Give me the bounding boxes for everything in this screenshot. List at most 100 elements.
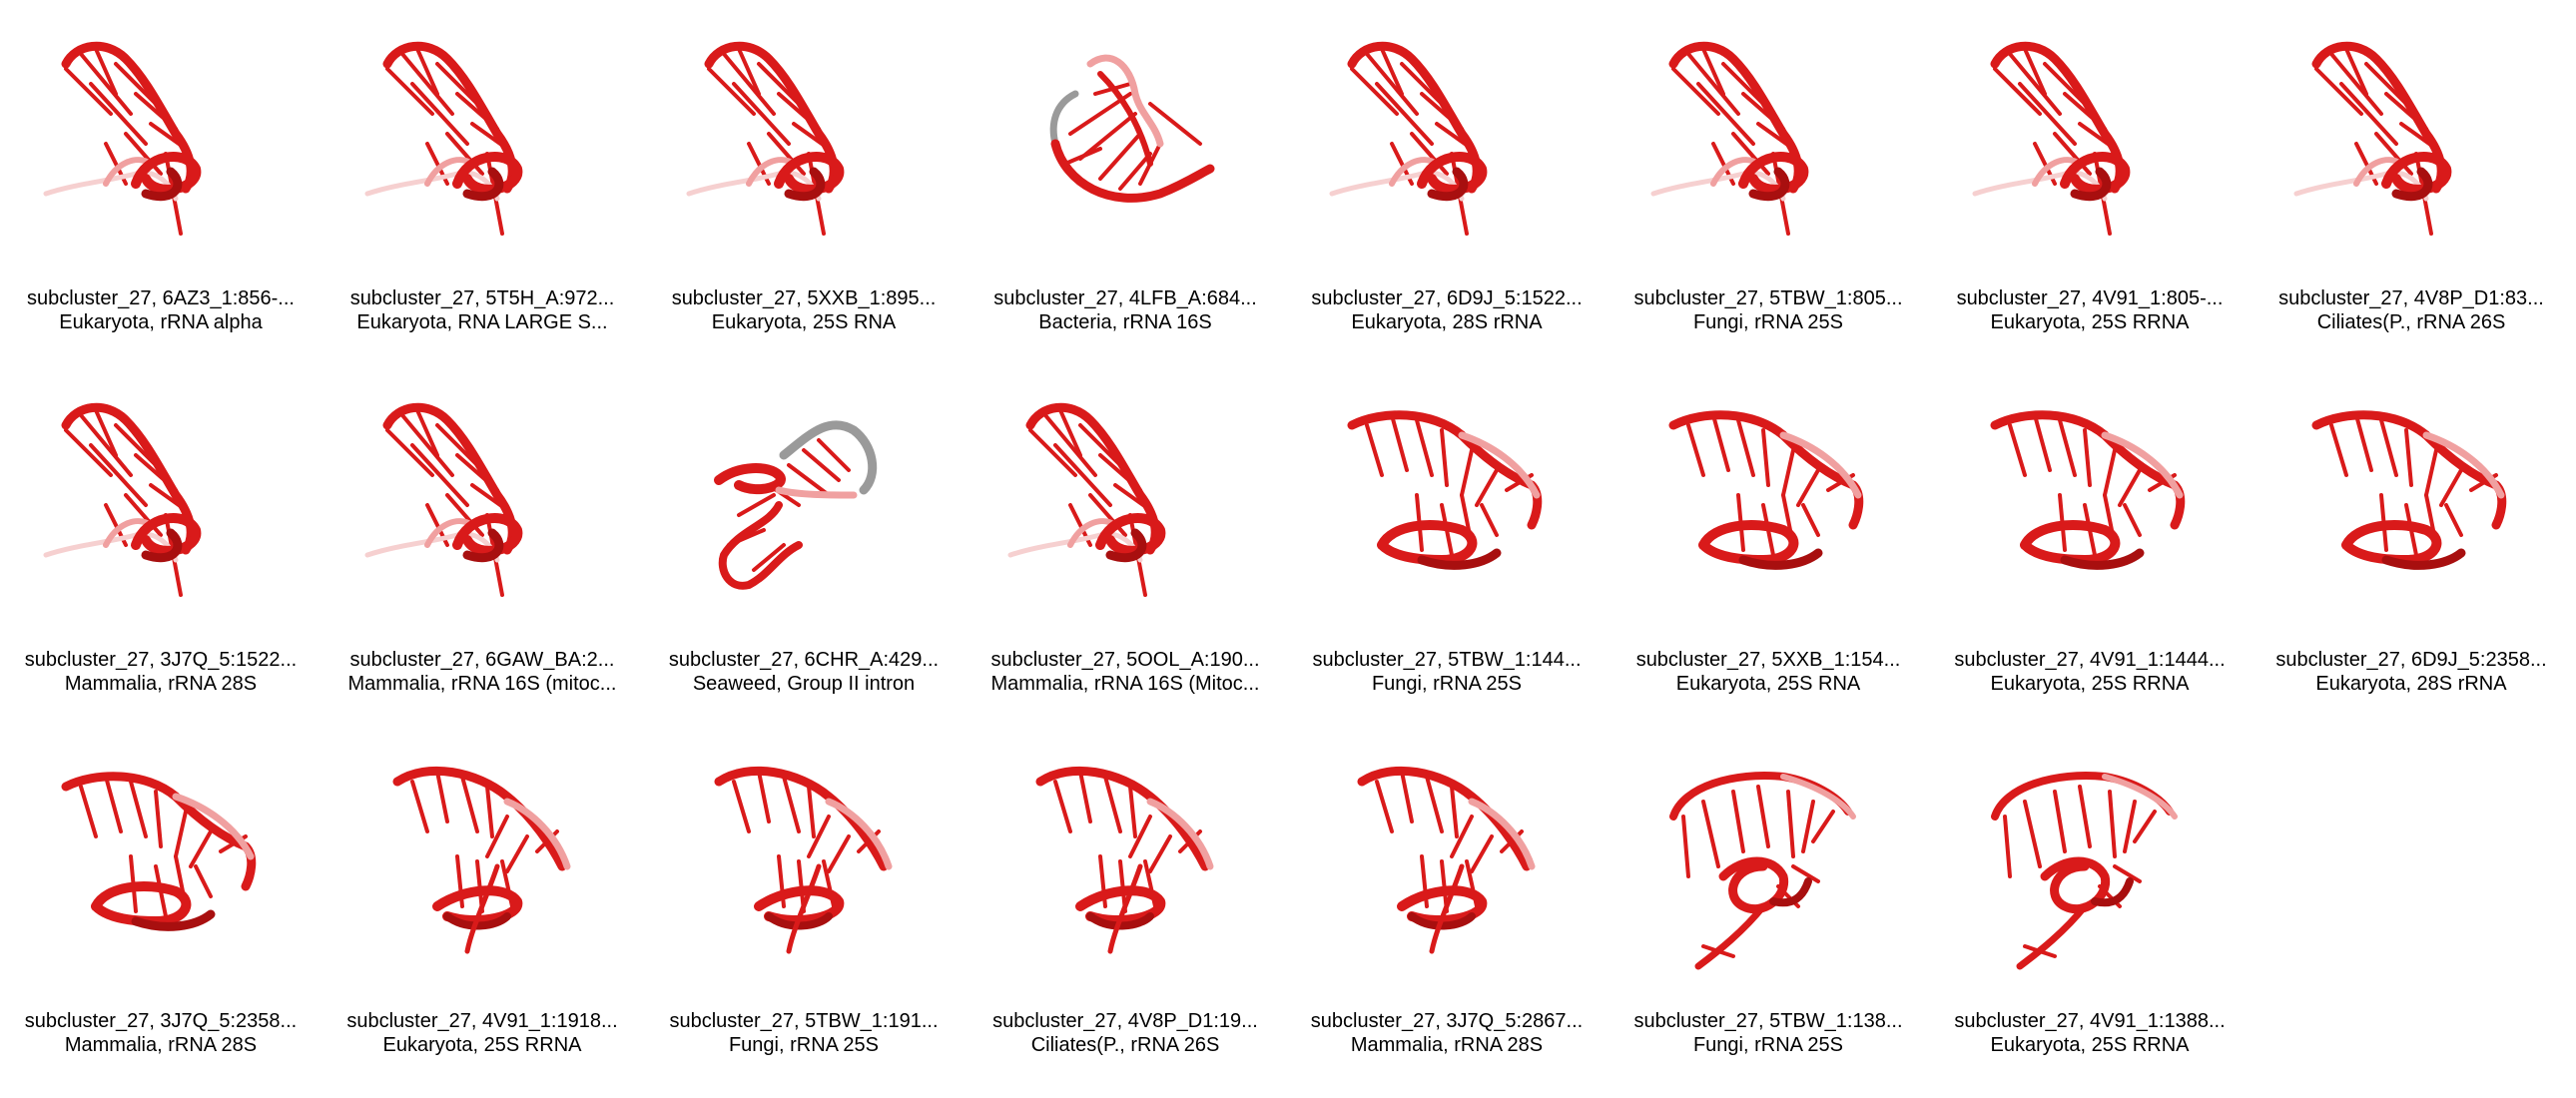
base-pair-rung — [2329, 52, 2383, 116]
base-pair-rung — [79, 785, 98, 838]
base-pair-rung — [707, 67, 756, 116]
panel-subtitle: Eukaryota, 28S rRNA — [2315, 673, 2507, 695]
base-pair-rung — [827, 834, 851, 873]
base-pair-rung — [2103, 448, 2117, 497]
panel-subtitle: Eukaryota, 25S RRNA — [1990, 1034, 2190, 1056]
backbone-strand — [1458, 431, 1541, 499]
panel-subtitle: Mammalia, rRNA 16S (mitoc... — [347, 673, 617, 695]
structure-panel: subcluster_27, 4V91_1:1388... Eukaryota, … — [1929, 723, 2251, 1084]
panel-title: subcluster_27, 4V8P_D1:19... — [992, 1010, 1258, 1032]
backbone-strand — [1694, 902, 1767, 970]
panel-subtitle: Ciliates(P., rRNA 26S — [1030, 1034, 1220, 1056]
base-pair-rung — [1701, 47, 1725, 96]
panel-title: subcluster_27, 5OOL_A:190... — [990, 649, 1260, 671]
backbone-strand — [1990, 41, 2125, 194]
base-pair-rung — [104, 775, 123, 833]
backbone-strand — [503, 798, 571, 870]
panel-subtitle: Eukaryota, 28S rRNA — [1351, 311, 1543, 333]
rna-structure-thumbnail — [714, 420, 878, 590]
base-pair-rung — [2108, 790, 2117, 858]
structure-panel: subcluster_27, 5T5H_A:972... Eukaryota, R… — [322, 0, 643, 361]
backbone-strand — [1718, 856, 1789, 914]
structure-panel: subcluster_27, 6AZ3_1:856-... Eukaryota, … — [0, 0, 322, 361]
backbone-strand — [714, 766, 889, 871]
base-pair-rung — [2083, 428, 2092, 487]
base-pair-rung — [732, 82, 791, 146]
backbone-strand — [779, 420, 878, 495]
base-pair-rung — [1365, 423, 1384, 477]
backbone-strand — [61, 772, 257, 891]
base-pair-rung — [732, 780, 751, 833]
base-pair-rung — [194, 864, 213, 898]
base-pair-rung — [400, 413, 454, 477]
panel-title: subcluster_27, 4V91_1:1388... — [1954, 1010, 2226, 1032]
backbone-strand — [1668, 41, 1803, 194]
backbone-strand — [61, 402, 196, 555]
structure-panel: subcluster_27, 4V91_1:805-... Eukaryota, … — [1929, 0, 2251, 361]
backbone-strand — [2422, 431, 2505, 499]
backbone-strand — [765, 912, 833, 930]
backbone-strand — [1095, 513, 1166, 556]
base-pair-rung — [189, 829, 213, 868]
base-pair-rung — [2023, 800, 2042, 868]
rna-structure-thumbnail — [2293, 41, 2452, 236]
backbone-strand — [2391, 167, 2433, 202]
structure-panel: subcluster_27, 6CHR_A:429... Seaweed, Gro… — [643, 361, 965, 723]
structure-panel: subcluster_27, 4V91_1:1918... Eukaryota, … — [322, 723, 643, 1084]
backbone-strand — [718, 501, 803, 590]
base-pair-rung — [410, 443, 469, 507]
base-pair-rung — [1475, 468, 1499, 507]
base-pair-rung — [2018, 82, 2077, 146]
base-pair-rung — [757, 770, 771, 824]
backbone-strand — [1417, 548, 1502, 570]
structure-panel: subcluster_27, 4LFB_A:684... Bacteria, rR… — [965, 0, 1286, 361]
base-pair-rung — [2123, 800, 2137, 853]
base-pair-rung — [1440, 428, 1449, 487]
base-pair-rung — [2053, 132, 2092, 176]
panel-title: subcluster_27, 3J7Q_5:1522... — [24, 649, 298, 671]
backbone-strand — [1347, 41, 1482, 194]
base-pair-rung — [385, 67, 434, 116]
base-pair-rung — [415, 47, 439, 96]
base-pair-rung — [1781, 448, 1795, 497]
panel-subtitle: Fungi, rRNA 25S — [728, 1034, 880, 1056]
base-pair-rung — [1736, 418, 1755, 477]
base-pair-rung — [2053, 790, 2067, 853]
base-pair-rung — [1470, 834, 1494, 873]
base-pair-rung — [1350, 67, 1399, 116]
backbone-strand — [2060, 548, 2145, 570]
backbone-strand — [91, 881, 192, 926]
base-pair-rung — [1053, 443, 1112, 507]
base-pair-rung — [400, 52, 454, 116]
panel-subtitle: Eukaryota, 25S RRNA — [1990, 311, 2190, 333]
backbone-strand — [1025, 402, 1160, 555]
backbone-strand — [1698, 520, 1799, 565]
backbone-strand — [2020, 520, 2121, 565]
backbone-strand — [2311, 410, 2507, 530]
panel-subtitle: Mammalia, rRNA 28S — [64, 1034, 258, 1056]
rna-structure-thumbnail — [1049, 54, 1215, 203]
panel-subtitle: Fungi, rRNA 25S — [1371, 673, 1523, 695]
base-pair-rung — [2033, 413, 2052, 472]
backbone-strand — [1738, 152, 1809, 195]
base-pair-rung — [2354, 413, 2373, 472]
panel-title: subcluster_27, 4V91_1:1918... — [346, 1010, 618, 1032]
backbone-strand — [1769, 877, 1812, 907]
base-pair-rung — [1098, 132, 1142, 181]
rna-structure-thumbnail — [1991, 772, 2178, 970]
backbone-strand — [1049, 90, 1079, 148]
base-pair-rung — [1380, 47, 1404, 96]
backbone-strand — [825, 798, 893, 870]
backbone-strand — [1105, 528, 1147, 563]
backbone-strand — [2381, 548, 2466, 570]
structure-panel: subcluster_27, 3J7Q_5:2358... Mammalia, r… — [0, 723, 322, 1084]
backbone-strand — [452, 152, 523, 195]
backbone-strand — [452, 513, 523, 556]
base-pair-rung — [1103, 775, 1122, 833]
backbone-strand — [1427, 167, 1469, 202]
base-pair-rung — [505, 834, 529, 873]
structure-panel: subcluster_27, 6GAW_BA:2... Mammalia, rRN… — [322, 361, 643, 723]
base-pair-rung — [79, 52, 133, 116]
base-pair-rung — [385, 428, 434, 477]
base-pair-rung — [2314, 67, 2363, 116]
